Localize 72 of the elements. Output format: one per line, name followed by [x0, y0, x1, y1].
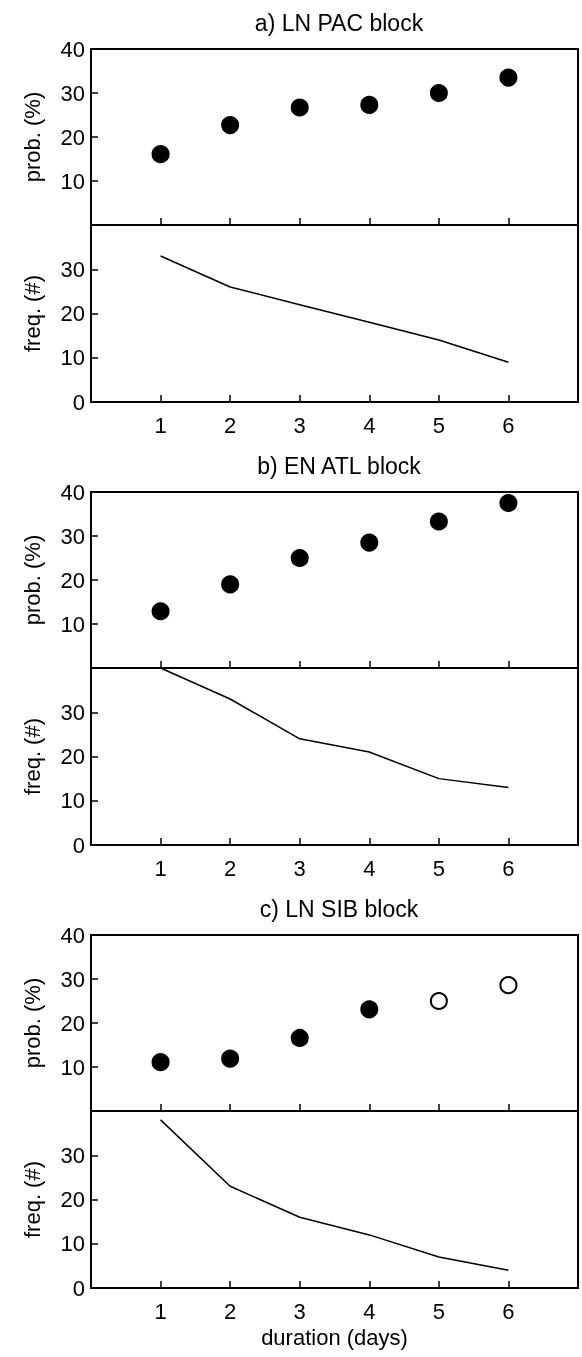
- point: [429, 84, 448, 102]
- y-tick-label: 40: [60, 922, 85, 948]
- point: [290, 98, 309, 117]
- x-tick-label: 5: [432, 855, 445, 881]
- x-tick-label: 5: [432, 412, 445, 438]
- y-tick-label: 0: [72, 832, 85, 858]
- y-tick-label: 10: [60, 1231, 85, 1257]
- x-tick-label: 5: [432, 1298, 445, 1324]
- chart-title: c) LN SIB block: [259, 895, 419, 922]
- y-tick-label: 40: [60, 479, 85, 505]
- y-axis-title: freq. (#): [19, 274, 45, 353]
- x-tick-label: 3: [293, 855, 306, 881]
- y-tick-label: 10: [60, 345, 85, 371]
- y-tick-label: 20: [60, 1010, 85, 1036]
- point: [499, 976, 518, 995]
- x-tick-label: 3: [293, 1298, 306, 1324]
- y-tick-label: 40: [60, 36, 85, 62]
- point: [499, 68, 518, 87]
- y-axis-title: prob. (%): [19, 91, 45, 183]
- x-tick-label: 1: [154, 1298, 167, 1324]
- y-axis-title: freq. (#): [19, 717, 45, 796]
- y-tick-label: 30: [60, 523, 85, 549]
- x-tick-label: 6: [502, 855, 515, 881]
- point: [151, 145, 170, 164]
- y-tick-label: 0: [72, 389, 85, 415]
- x-tick-label: 2: [224, 855, 237, 881]
- point: [151, 602, 170, 621]
- y-tick-label: 10: [60, 168, 85, 194]
- y-tick-label: 30: [60, 256, 85, 282]
- y-tick-label: 10: [60, 611, 85, 637]
- y-axis-title: prob. (%): [19, 977, 45, 1069]
- point: [290, 1028, 309, 1047]
- point: [360, 95, 379, 114]
- y-tick-label: 20: [60, 744, 85, 769]
- x-tick-label: 4: [363, 1298, 376, 1324]
- point: [499, 494, 518, 512]
- x-tick-label: 4: [363, 855, 376, 881]
- x-tick-label: 3: [293, 412, 306, 438]
- point: [429, 992, 448, 1010]
- line-series: [159, 1119, 510, 1272]
- point: [360, 533, 379, 552]
- y-tick-label: 30: [60, 80, 85, 106]
- chart-title: b) EN ATL block: [257, 452, 422, 479]
- x-tick-label: 1: [154, 412, 167, 438]
- y-tick-label: 30: [60, 1142, 85, 1168]
- point: [221, 1049, 240, 1068]
- y-tick-label: 10: [60, 788, 85, 814]
- x-axis-title: duration (days): [261, 1325, 408, 1351]
- y-axis-title: prob. (%): [19, 534, 45, 626]
- x-tick-label: 4: [363, 412, 376, 438]
- y-tick-label: 20: [60, 567, 85, 593]
- line-series: [159, 255, 510, 363]
- point: [221, 575, 240, 594]
- y-tick-label: 20: [60, 1187, 85, 1212]
- point: [429, 512, 448, 531]
- point: [290, 549, 309, 567]
- y-tick-label: 10: [60, 1054, 85, 1080]
- chart-title: a) LN PAC block: [254, 9, 424, 36]
- x-tick-label: 1: [154, 855, 167, 881]
- point: [360, 1000, 379, 1019]
- y-tick-label: 20: [60, 301, 85, 326]
- point: [221, 116, 240, 135]
- x-tick-label: 6: [502, 1298, 515, 1324]
- y-tick-label: 20: [60, 124, 85, 150]
- y-tick-label: 30: [60, 699, 85, 725]
- x-tick-label: 2: [224, 412, 237, 438]
- y-tick-label: 30: [60, 966, 85, 992]
- y-tick-label: 0: [72, 1275, 85, 1301]
- point: [151, 1053, 170, 1072]
- y-axis-title: freq. (#): [19, 1160, 45, 1239]
- x-tick-label: 2: [224, 1298, 237, 1324]
- x-tick-label: 6: [502, 412, 515, 438]
